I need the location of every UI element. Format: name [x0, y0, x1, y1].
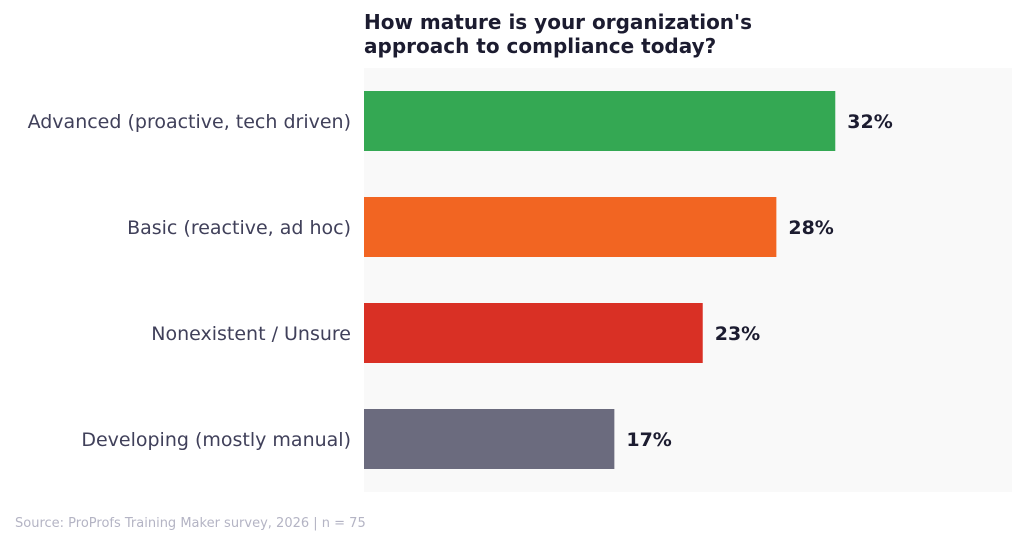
data-label: 32%	[847, 111, 892, 133]
chart-title: How mature is your organization's approa…	[364, 10, 753, 58]
category-label: Basic (reactive, ad hoc)	[127, 217, 351, 239]
data-label: 17%	[626, 429, 671, 451]
category-label: Advanced (proactive, tech driven)	[28, 111, 351, 133]
bar	[364, 91, 836, 151]
source-footnote: Source: ProProfs Training Maker survey, …	[15, 516, 366, 531]
bar	[364, 303, 703, 363]
bar	[364, 409, 615, 469]
bar	[364, 197, 777, 257]
category-label: Developing (mostly manual)	[81, 429, 351, 451]
data-label: 28%	[788, 217, 833, 239]
category-label: Nonexistent / Unsure	[151, 323, 351, 345]
data-label: 23%	[715, 323, 760, 345]
